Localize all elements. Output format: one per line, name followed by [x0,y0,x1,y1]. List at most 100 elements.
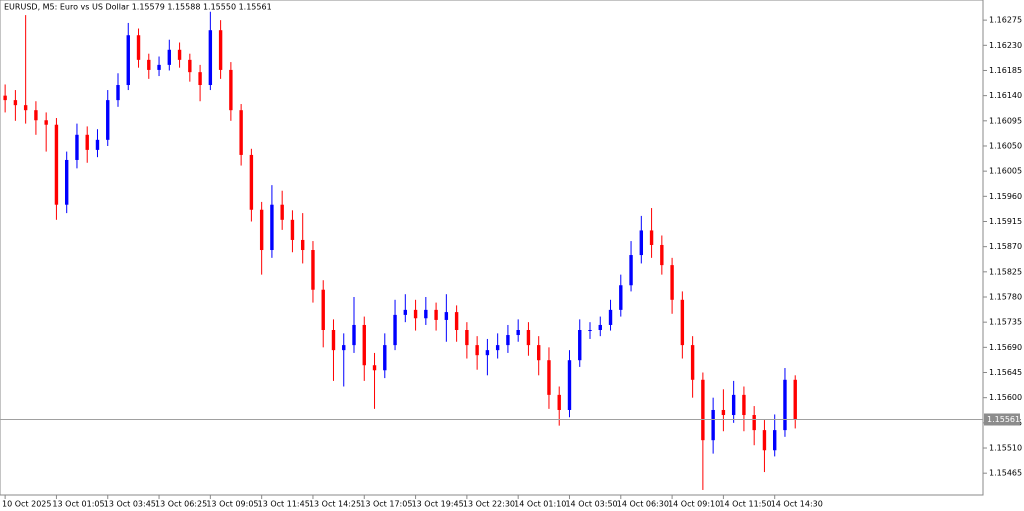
candle-body [567,360,572,410]
candle-body [311,250,315,290]
x-tick-label: 13 Oct 22:30 [463,500,515,509]
candle-body [578,330,582,361]
candle-body [649,230,654,245]
candle-body [167,49,172,65]
candle-body [608,309,613,325]
candle-body [588,330,592,331]
x-tick-label: 13 Oct 17:05 [360,500,412,509]
y-tick-label: 1.15690 [989,343,1022,352]
y-tick-label: 1.16095 [989,116,1022,125]
candle-body [403,309,408,315]
candle-body [793,379,797,420]
candle-body [629,255,633,286]
candle-body [526,330,531,346]
y-tick-label: 1.16230 [989,41,1022,50]
candle-body [188,59,192,73]
candle-body [280,204,284,220]
candle-body [413,309,418,319]
candle-body [208,30,213,86]
candle-body [444,312,449,320]
x-tick-label: 14 Oct 06:30 [617,500,669,509]
candle-body [721,409,726,416]
y-tick-label: 1.16275 [989,16,1022,25]
candle-body [619,285,623,310]
candle-body [660,244,664,266]
candle-body [690,345,695,380]
candle-body [762,430,767,451]
y-tick-label: 1.15825 [989,267,1022,276]
y-tick-label: 1.16140 [989,91,1022,100]
x-tick-label: 14 Oct 11:50 [719,500,771,509]
candle-body [64,159,69,205]
candle-body [177,49,182,60]
candle-body [454,312,459,330]
candle-body [537,345,541,361]
candle-body [783,379,787,431]
candle-body [116,85,120,101]
candle-body [23,105,28,111]
candle-body [198,72,202,86]
candle-body [300,239,305,251]
candle-body [711,409,715,441]
candle-body [95,139,100,150]
candle-body [485,350,490,356]
candle-body [495,345,500,351]
candle-body [290,219,295,240]
candle-body [34,110,38,121]
y-tick-label: 1.15645 [989,368,1022,377]
candle-body [54,124,59,205]
candle-body [506,335,510,346]
candle-body [383,345,387,371]
candle-body [424,309,428,319]
y-tick-label: 1.15735 [989,318,1022,327]
x-tick-label: 13 Oct 03:45 [104,500,156,509]
candle-body [229,69,233,111]
y-tick-label: 1.15510 [989,444,1022,453]
candle-body [372,365,377,371]
candle-body [259,209,264,251]
last-price-label: 1.15561 [987,415,1020,424]
y-tick-label: 1.15915 [989,217,1022,226]
candle-body [742,394,746,416]
x-tick-label: 13 Oct 06:25 [155,500,207,509]
candle-body [639,230,644,256]
y-tick-label: 1.15600 [989,393,1022,402]
candle-body [465,330,469,346]
candle-body [773,430,777,451]
candle-body [516,330,520,336]
candle-body [752,415,756,431]
candle-body [75,134,79,160]
x-tick-label: 14 Oct 14:30 [771,500,823,509]
x-tick-label: 14 Oct 03:50 [565,500,617,509]
candle-body [475,345,479,356]
plot-frame [0,0,984,496]
candle-body [249,154,254,210]
y-tick-label: 1.16185 [989,66,1022,75]
candle-body [598,324,602,330]
candle-body [731,394,736,416]
candle-body [106,100,110,140]
candle-body [157,64,161,70]
candle-body [434,309,438,320]
candle-body [547,360,551,395]
candle-body [85,134,89,150]
last-price-box [984,413,1020,426]
candle-body [352,324,356,346]
y-tick-label: 1.16050 [989,141,1022,150]
candle-body [147,59,151,70]
candle-body [342,345,346,351]
candle-body [670,265,674,300]
x-tick-label: 14 Oct 01:10 [514,500,566,509]
x-tick-label: 14 Oct 09:10 [668,500,720,509]
candle-body [218,30,223,70]
x-tick-label: 13 Oct 14:25 [309,500,361,509]
candle-body [680,299,685,346]
y-tick-label: 1.15465 [989,469,1022,478]
y-tick-label: 1.15960 [989,192,1022,201]
x-tick-label: 10 Oct 2025 [2,500,51,509]
candle-body [557,394,561,410]
candle-body [3,95,7,101]
x-tick-label: 13 Oct 11:45 [258,500,310,509]
candle-body [331,330,336,351]
candle-body [136,35,141,60]
